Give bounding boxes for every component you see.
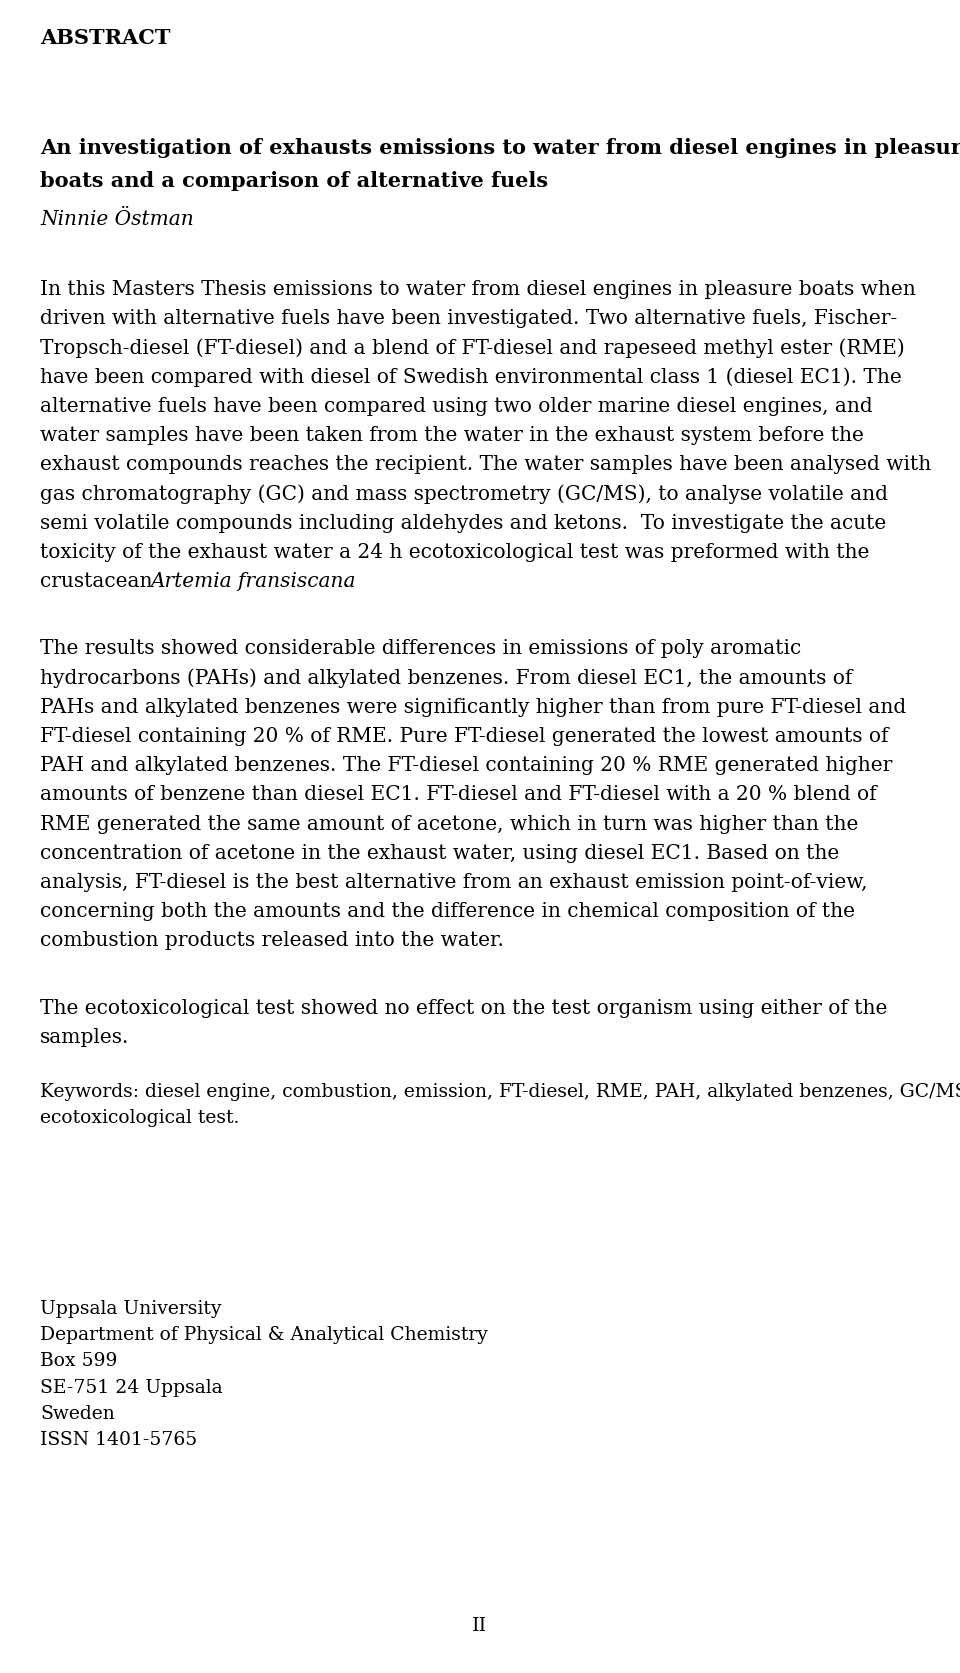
Text: The ecotoxicological test showed no effect on the test organism using either of : The ecotoxicological test showed no effe… [40,999,887,1017]
Text: Keywords: diesel engine, combustion, emission, FT-diesel, RME, PAH, alkylated be: Keywords: diesel engine, combustion, emi… [40,1082,960,1101]
Text: Tropsch-diesel (FT-diesel) and a blend of FT-diesel and rapeseed methyl ester (R: Tropsch-diesel (FT-diesel) and a blend o… [40,338,904,358]
Text: Uppsala University: Uppsala University [40,1300,222,1318]
Text: semi volatile compounds including aldehydes and ketons.  To investigate the acut: semi volatile compounds including aldehy… [40,514,886,532]
Text: ISSN 1401-5765: ISSN 1401-5765 [40,1430,197,1449]
Text: The results showed considerable differences in emissions of poly aromatic: The results showed considerable differen… [40,639,802,659]
Text: ABSTRACT: ABSTRACT [40,28,171,49]
Text: boats and a comparison of alternative fuels: boats and a comparison of alternative fu… [40,171,548,191]
Text: Artemia fransiscana: Artemia fransiscana [151,572,356,591]
Text: Department of Physical & Analytical Chemistry: Department of Physical & Analytical Chem… [40,1327,488,1343]
Text: alternative fuels have been compared using two older marine diesel engines, and: alternative fuels have been compared usi… [40,397,873,417]
Text: An investigation of exhausts emissions to water from diesel engines in pleasure: An investigation of exhausts emissions t… [40,139,960,159]
Text: RME generated the same amount of acetone, which in turn was higher than the: RME generated the same amount of acetone… [40,815,858,833]
Text: Sweden: Sweden [40,1405,115,1424]
Text: .: . [342,572,348,591]
Text: Ninnie Östman: Ninnie Östman [40,211,194,229]
Text: gas chromatography (GC) and mass spectrometry (GC/MS), to analyse volatile and: gas chromatography (GC) and mass spectro… [40,485,888,504]
Text: toxicity of the exhaust water a 24 h ecotoxicological test was preformed with th: toxicity of the exhaust water a 24 h eco… [40,544,870,562]
Text: PAHs and alkylated benzenes were significantly higher than from pure FT-diesel a: PAHs and alkylated benzenes were signifi… [40,698,906,716]
Text: hydrocarbons (PAHs) and alkylated benzenes. From diesel EC1, the amounts of: hydrocarbons (PAHs) and alkylated benzen… [40,669,852,688]
Text: II: II [472,1618,488,1635]
Text: amounts of benzene than diesel EC1. FT-diesel and FT-diesel with a 20 % blend of: amounts of benzene than diesel EC1. FT-d… [40,785,876,805]
Text: PAH and alkylated benzenes. The FT-diesel containing 20 % RME generated higher: PAH and alkylated benzenes. The FT-diese… [40,756,893,775]
Text: water samples have been taken from the water in the exhaust system before the: water samples have been taken from the w… [40,427,864,445]
Text: analysis, FT-diesel is the best alternative from an exhaust emission point-of-vi: analysis, FT-diesel is the best alternat… [40,873,868,892]
Text: In this Masters Thesis emissions to water from diesel engines in pleasure boats : In this Masters Thesis emissions to wate… [40,279,916,299]
Text: have been compared with diesel of Swedish environmental class 1 (diesel EC1). Th: have been compared with diesel of Swedis… [40,368,901,388]
Text: SE-751 24 Uppsala: SE-751 24 Uppsala [40,1379,223,1397]
Text: exhaust compounds reaches the recipient. The water samples have been analysed wi: exhaust compounds reaches the recipient.… [40,455,931,475]
Text: samples.: samples. [40,1027,130,1047]
Text: driven with alternative fuels have been investigated. Two alternative fuels, Fis: driven with alternative fuels have been … [40,310,898,328]
Text: ecotoxicological test.: ecotoxicological test. [40,1109,239,1126]
Text: combustion products released into the water.: combustion products released into the wa… [40,932,504,950]
Text: concerning both the amounts and the difference in chemical composition of the: concerning both the amounts and the diff… [40,902,855,922]
Text: concentration of acetone in the exhaust water, using diesel EC1. Based on the: concentration of acetone in the exhaust … [40,843,839,863]
Text: Box 599: Box 599 [40,1352,117,1370]
Text: crustacean: crustacean [40,572,158,591]
Text: FT-diesel containing 20 % of RME. Pure FT-diesel generated the lowest amounts of: FT-diesel containing 20 % of RME. Pure F… [40,728,889,746]
